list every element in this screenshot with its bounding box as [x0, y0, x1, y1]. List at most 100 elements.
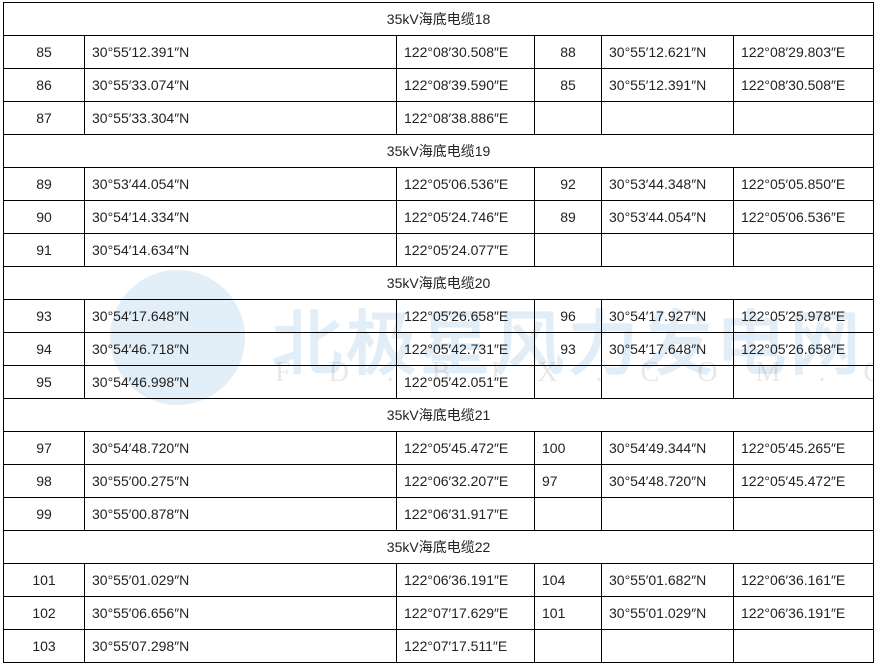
section-title: 35kV海底电缆18	[2, 2, 875, 36]
point-number-cell: 98	[3, 464, 85, 498]
longitude-cell: 122°06′32.207″E	[396, 464, 535, 498]
table-row: 85 30°55′12.391″N 122°08′30.508″E 88 30°55′1…	[3, 35, 875, 69]
longitude-cell: 122°08′39.590″E	[396, 68, 535, 102]
connected-latitude-cell: 30°53′44.348″N	[601, 167, 734, 201]
connected-longitude-cell: 122°05′05.850″E	[732, 167, 875, 201]
longitude-cell: 122°05′26.658″E	[396, 299, 535, 333]
point-number-cell: 103	[3, 629, 85, 663]
latitude-cell: 30°54′46.998″N	[84, 365, 397, 399]
latitude-cell: 30°55′12.391″N	[84, 35, 397, 69]
connected-latitude-cell: 30°54′17.648″N	[601, 332, 734, 366]
point-number-cell: 99	[3, 497, 85, 531]
connected-longitude-cell: 122°06′36.191″E	[732, 596, 875, 630]
table-row: 98 30°55′00.275″N 122°06′32.207″E 97 30°54′4…	[3, 464, 875, 498]
point-number-cell: 90	[3, 200, 85, 234]
section-header-row: 35kV海底电缆18	[2, 2, 875, 36]
connected-latitude-cell	[601, 365, 734, 399]
connected-point-number-cell: 92	[534, 167, 602, 201]
longitude-cell: 122°05′06.536″E	[396, 167, 535, 201]
connected-point-number-cell: 96	[534, 299, 602, 333]
connected-point-number-cell: 89	[534, 200, 602, 234]
connected-point-number-cell: 104	[534, 563, 602, 597]
section-title: 35kV海底电缆20	[2, 266, 875, 300]
longitude-cell: 122°05′24.077″E	[396, 233, 535, 267]
point-number-cell: 97	[3, 431, 85, 465]
connected-latitude-cell: 30°55′01.682″N	[601, 563, 734, 597]
section-title: 35kV海底电缆19	[2, 134, 875, 168]
latitude-cell: 30°55′00.275″N	[84, 464, 397, 498]
longitude-cell: 122°08′30.508″E	[396, 35, 535, 69]
latitude-cell: 30°55′06.656″N	[84, 596, 397, 630]
longitude-cell: 122°05′42.731″E	[396, 332, 535, 366]
latitude-cell: 30°54′14.334″N	[84, 200, 397, 234]
latitude-cell: 30°54′48.720″N	[84, 431, 397, 465]
connected-latitude-cell: 30°54′49.344″N	[601, 431, 734, 465]
connected-point-number-cell: 88	[534, 35, 602, 69]
connected-latitude-cell: 30°55′01.029″N	[601, 596, 734, 630]
table-row: 91 30°54′14.634″N 122°05′24.077″E	[3, 233, 875, 267]
longitude-cell: 122°05′42.051″E	[396, 365, 535, 399]
section-header-row: 35kV海底电缆21	[2, 398, 875, 432]
connected-point-number-cell	[534, 497, 602, 531]
latitude-cell: 30°55′00.878″N	[84, 497, 397, 531]
connected-latitude-cell	[601, 629, 734, 663]
point-number-cell: 101	[3, 563, 85, 597]
connected-latitude-cell: 30°54′48.720″N	[601, 464, 734, 498]
point-number-cell: 102	[3, 596, 85, 630]
point-number-cell: 86	[3, 68, 85, 102]
connected-point-number-cell: 101	[534, 596, 602, 630]
section-title: 35kV海底电缆21	[2, 398, 875, 432]
connected-latitude-cell: 30°55′12.391″N	[601, 68, 734, 102]
table-row: 93 30°54′17.648″N 122°05′26.658″E 96 30°54′1…	[3, 299, 875, 333]
latitude-cell: 30°55′07.298″N	[84, 629, 397, 663]
connected-longitude-cell: 122°05′06.536″E	[732, 200, 875, 234]
latitude-cell: 30°54′14.634″N	[84, 233, 397, 267]
connected-longitude-cell: 122°05′45.265″E	[732, 431, 875, 465]
latitude-cell: 30°54′46.718″N	[84, 332, 397, 366]
connected-latitude-cell	[601, 497, 734, 531]
table-row: 89 30°53′44.054″N 122°05′06.536″E 92 30°53′4…	[3, 167, 875, 201]
table-row: 95 30°54′46.998″N 122°05′42.051″E	[3, 365, 875, 399]
table-row: 101 30°55′01.029″N 122°06′36.191″E 104 30°55…	[3, 563, 875, 597]
latitude-cell: 30°53′44.054″N	[84, 167, 397, 201]
section-title: 35kV海底电缆22	[2, 530, 875, 564]
section-header-row: 35kV海底电缆20	[2, 266, 875, 300]
point-number-cell: 93	[3, 299, 85, 333]
latitude-cell: 30°55′33.304″N	[84, 101, 397, 135]
connected-latitude-cell: 30°55′12.621″N	[601, 35, 734, 69]
table-row: 103 30°55′07.298″N 122°07′17.511″E	[3, 629, 875, 663]
point-number-cell: 94	[3, 332, 85, 366]
table-row: 97 30°54′48.720″N 122°05′45.472″E 100 30°54′…	[3, 431, 875, 465]
connected-point-number-cell: 93	[534, 332, 602, 366]
longitude-cell: 122°05′24.746″E	[396, 200, 535, 234]
longitude-cell: 122°05′45.472″E	[396, 431, 535, 465]
longitude-cell: 122°07′17.511″E	[396, 629, 535, 663]
connected-longitude-cell: 122°06′36.161″E	[732, 563, 875, 597]
connected-point-number-cell: 100	[534, 431, 602, 465]
latitude-cell: 30°55′33.074″N	[84, 68, 397, 102]
connected-longitude-cell: 122°05′45.472″E	[732, 464, 875, 498]
table-row: 90 30°54′14.334″N 122°05′24.746″E 89 30°53′4…	[3, 200, 875, 234]
connected-longitude-cell	[732, 497, 875, 531]
point-number-cell: 89	[3, 167, 85, 201]
connected-point-number-cell: 85	[534, 68, 602, 102]
section-header-row: 35kV海底电缆19	[2, 134, 875, 168]
longitude-cell: 122°06′36.191″E	[396, 563, 535, 597]
connected-point-number-cell: 97	[534, 464, 602, 498]
connected-longitude-cell	[732, 365, 875, 399]
table-row: 94 30°54′46.718″N 122°05′42.731″E 93 30°54′1…	[3, 332, 875, 366]
latitude-cell: 30°55′01.029″N	[84, 563, 397, 597]
connected-point-number-cell	[534, 365, 602, 399]
connected-point-number-cell	[534, 233, 602, 267]
table-row: 102 30°55′06.656″N 122°07′17.629″E 101 30°55…	[3, 596, 875, 630]
latitude-cell: 30°54′17.648″N	[84, 299, 397, 333]
connected-longitude-cell: 122°05′26.658″E	[732, 332, 875, 366]
connected-longitude-cell: 122°08′29.803″E	[732, 35, 875, 69]
connected-longitude-cell: 122°08′30.508″E	[732, 68, 875, 102]
table-row: 86 30°55′33.074″N 122°08′39.590″E 85 30°55′1…	[3, 68, 875, 102]
connected-point-number-cell	[534, 101, 602, 135]
point-number-cell: 95	[3, 365, 85, 399]
connected-longitude-cell	[732, 629, 875, 663]
connected-latitude-cell	[601, 233, 734, 267]
